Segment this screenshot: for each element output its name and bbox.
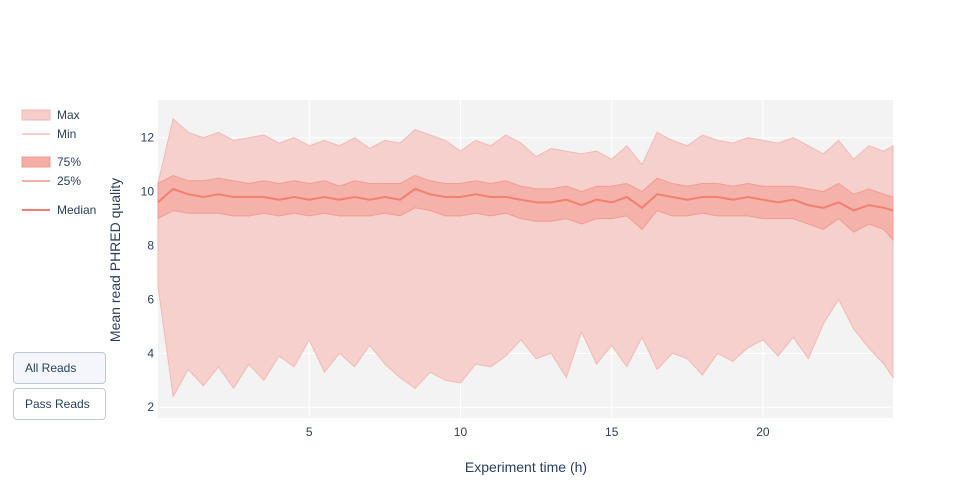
y-tick-label: 12	[141, 131, 155, 145]
x-axis-ticks: 5 10 15 20	[306, 425, 770, 439]
legend-label: Min	[57, 127, 76, 141]
legend-item[interactable]: 25%	[22, 174, 81, 188]
y-tick-label: 6	[147, 292, 154, 306]
x-tick-label: 20	[756, 425, 770, 439]
legend[interactable]: Max Min 75% 25% Median	[21, 108, 96, 217]
x-tick-label: 5	[306, 425, 313, 439]
x-tick-label: 10	[454, 425, 468, 439]
y-tick-label: 8	[147, 239, 154, 253]
legend-item[interactable]: Min	[22, 127, 76, 141]
median-line	[157, 187, 894, 212]
legend-label: 25%	[57, 174, 81, 188]
legend-swatch	[21, 109, 51, 121]
legend-label: Max	[57, 108, 80, 122]
pass-reads-button[interactable]: Pass Reads	[13, 388, 106, 420]
legend-item[interactable]: 75%	[21, 155, 81, 169]
y-axis-ticks: 2 4 6 8 10 12	[141, 131, 155, 414]
x-tick-label: 15	[605, 425, 619, 439]
y-tick-label: 4	[147, 346, 154, 360]
y-tick-label: 2	[147, 400, 154, 414]
legend-item[interactable]: Max	[21, 108, 80, 122]
legend-swatch	[21, 156, 51, 168]
x-axis-title: Experiment time (h)	[465, 459, 587, 475]
legend-label: Median	[57, 203, 96, 217]
data-bands	[157, 117, 894, 398]
y-tick-label: 10	[141, 185, 155, 199]
y-axis-title: Mean read PHRED quality	[107, 178, 123, 342]
all-reads-button[interactable]: All Reads	[13, 352, 106, 384]
legend-label: 75%	[57, 155, 81, 169]
legend-item[interactable]: Median	[22, 203, 96, 217]
quartile-band	[157, 174, 894, 242]
